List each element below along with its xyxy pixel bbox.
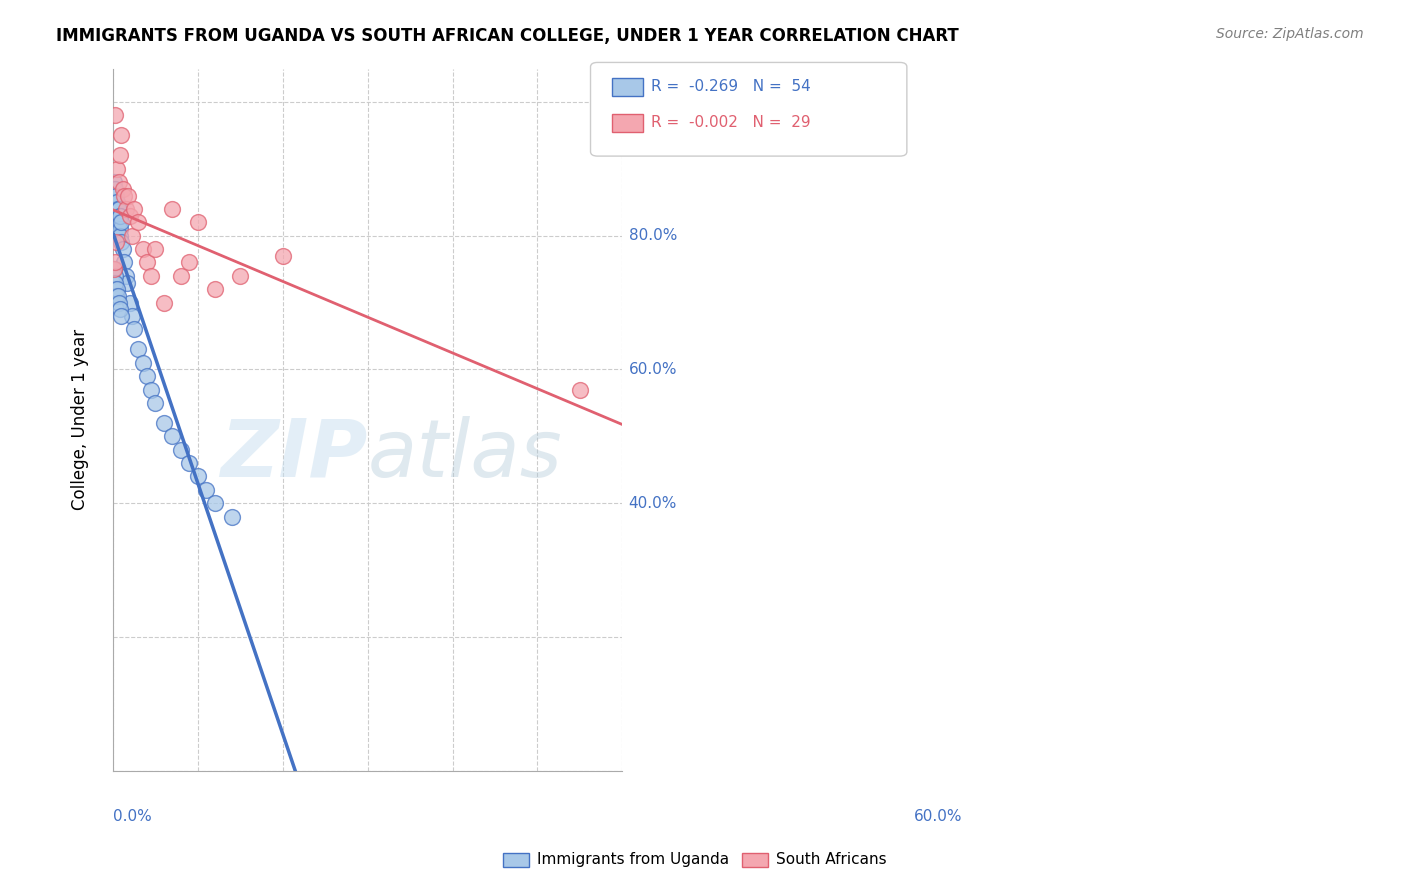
Text: R =  -0.002   N =  29: R = -0.002 N = 29: [651, 115, 811, 129]
Point: [103, 268, 125, 283]
Point: [110, 228, 132, 243]
Text: Source: ZipAtlas.com: Source: ZipAtlas.com: [1216, 27, 1364, 41]
Point: [143, 242, 166, 256]
Point: [139, 268, 162, 283]
Point: [110, 309, 132, 323]
Point: [114, 202, 136, 216]
Text: R =  -0.269   N =  54: R = -0.269 N = 54: [651, 79, 811, 94]
Text: 60.0%: 60.0%: [914, 809, 962, 824]
Point: [127, 215, 149, 229]
Point: [110, 209, 132, 223]
Point: [110, 128, 132, 143]
Point: [103, 175, 125, 189]
Point: [105, 282, 128, 296]
Point: [162, 429, 184, 443]
Point: [104, 209, 127, 223]
Point: [114, 268, 136, 283]
Point: [187, 215, 209, 229]
Point: [104, 276, 127, 290]
Point: [118, 295, 141, 310]
Text: IMMIGRANTS FROM UGANDA VS SOUTH AFRICAN COLLEGE, UNDER 1 YEAR CORRELATION CHART: IMMIGRANTS FROM UGANDA VS SOUTH AFRICAN …: [56, 27, 959, 45]
Point: [103, 262, 125, 277]
Point: [107, 215, 129, 229]
Point: [104, 215, 127, 229]
Text: 100.0%: 100.0%: [628, 95, 686, 110]
Point: [110, 215, 132, 229]
Point: [103, 188, 125, 202]
Y-axis label: College, Under 1 year: College, Under 1 year: [72, 329, 89, 510]
Point: [195, 483, 218, 497]
Point: [121, 228, 143, 243]
Point: [107, 215, 129, 229]
Point: [112, 182, 135, 196]
Point: [112, 242, 135, 256]
Point: [107, 289, 129, 303]
Point: [112, 255, 135, 269]
Point: [271, 249, 294, 263]
Point: [112, 188, 135, 202]
Text: ZIP: ZIP: [221, 416, 367, 493]
Point: [107, 175, 129, 189]
Point: [105, 161, 128, 176]
Point: [221, 509, 243, 524]
Point: [117, 188, 139, 202]
Point: [122, 322, 145, 336]
Point: [104, 202, 127, 216]
Point: [127, 343, 149, 357]
Point: [105, 235, 128, 250]
Point: [103, 195, 125, 210]
Point: [153, 416, 176, 430]
Point: [108, 222, 131, 236]
Point: [204, 282, 226, 296]
Point: [135, 255, 157, 269]
Point: [131, 356, 153, 370]
Text: 80.0%: 80.0%: [628, 228, 676, 244]
Point: [122, 202, 145, 216]
Point: [117, 276, 139, 290]
Text: South Africans: South Africans: [776, 853, 887, 867]
Point: [104, 222, 127, 236]
Point: [103, 182, 125, 196]
Text: Immigrants from Uganda: Immigrants from Uganda: [537, 853, 730, 867]
Point: [108, 209, 131, 223]
Point: [187, 469, 209, 483]
Point: [153, 295, 176, 310]
Point: [107, 202, 129, 216]
Point: [103, 255, 125, 269]
Point: [108, 148, 131, 162]
Point: [105, 188, 128, 202]
Text: 60.0%: 60.0%: [628, 362, 678, 377]
Point: [108, 302, 131, 317]
Point: [118, 209, 141, 223]
Point: [105, 202, 128, 216]
Point: [139, 383, 162, 397]
Point: [107, 295, 129, 310]
Point: [170, 442, 193, 457]
Point: [105, 215, 128, 229]
Point: [103, 262, 125, 277]
Point: [143, 396, 166, 410]
Point: [568, 383, 591, 397]
Point: [107, 202, 129, 216]
Point: [162, 202, 184, 216]
Text: 40.0%: 40.0%: [628, 496, 676, 511]
Point: [121, 309, 143, 323]
Point: [229, 268, 252, 283]
Point: [103, 282, 125, 296]
Point: [110, 235, 132, 250]
Point: [179, 456, 201, 470]
Point: [204, 496, 226, 510]
Point: [105, 195, 128, 210]
Point: [135, 369, 157, 384]
Point: [105, 209, 128, 223]
Point: [170, 268, 193, 283]
Text: atlas: atlas: [367, 416, 562, 493]
Point: [179, 255, 201, 269]
Point: [105, 289, 128, 303]
Text: 0.0%: 0.0%: [112, 809, 152, 824]
Point: [131, 242, 153, 256]
Point: [104, 108, 127, 122]
Point: [105, 222, 128, 236]
